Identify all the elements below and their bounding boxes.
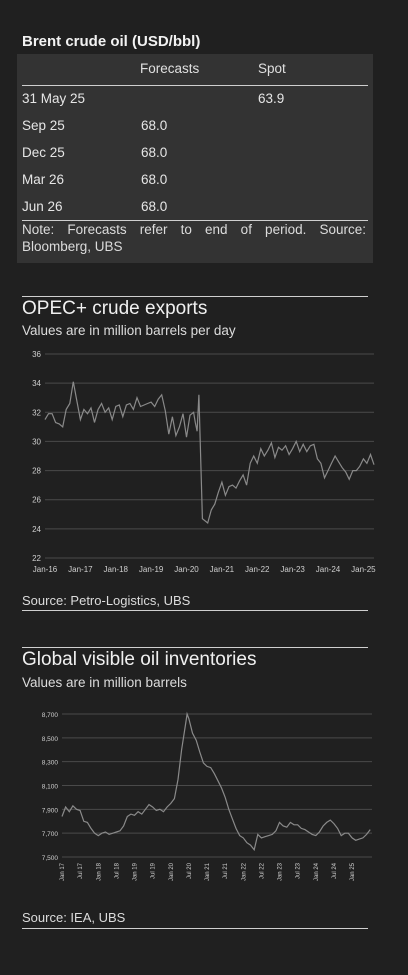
row-forecast: 68.0: [141, 145, 168, 160]
chart1-title: OPEC+ crude exports: [22, 298, 208, 319]
inventories-chart: 7,500 7,700 7,900 8,100 8,300 8,500 8,700 Jan 1…: [42, 711, 372, 881]
table-row: Mar 26 68.0: [17, 167, 373, 194]
header-spot: Spot: [258, 61, 286, 76]
row-forecast: 68.0: [141, 118, 168, 133]
series-line: [44, 381, 375, 525]
chart1-top-rule: [22, 296, 368, 297]
x-tick-label: Jul 23: [296, 862, 302, 879]
row-period: Sep 25: [22, 118, 65, 133]
y-tick-label: 32: [32, 408, 41, 417]
row-spot: 63.9: [258, 91, 285, 106]
table-divider: [22, 220, 368, 221]
chart1-source: Source: Petro-Logistics, UBS: [22, 593, 191, 608]
series-line: [61, 711, 371, 852]
x-tick-label: Jan 20: [169, 862, 175, 881]
row-period: Jun 26: [22, 199, 63, 214]
x-tick-label: Jan-19: [139, 565, 164, 574]
chart2-top-rule: [22, 647, 368, 648]
x-tick-label: Jan-24: [316, 565, 341, 574]
x-tick-label: Jul 21: [223, 862, 229, 879]
x-tick-label: Jan 23: [278, 862, 284, 881]
x-tick-label: Jan 21: [205, 862, 211, 881]
y-tick-label: 26: [32, 496, 41, 505]
y-tick-label: 7,900: [42, 807, 59, 814]
y-tick-label: 24: [32, 525, 41, 534]
row-period: Dec 25: [22, 145, 65, 160]
x-tick-label: Jul 24: [332, 862, 338, 879]
brent-table: Forecasts Spot 31 May 25 63.9 Sep 25 68.…: [17, 54, 373, 263]
row-period: Mar 26: [22, 172, 65, 187]
header-forecasts: Forecasts: [140, 61, 200, 76]
x-tick-label: Jul 19: [151, 862, 157, 879]
table-note: Note: Forecasts refer to end of period. …: [22, 222, 366, 254]
x-tick-label: Jan 25: [350, 862, 356, 881]
x-tick-label: Jan-25: [351, 565, 376, 574]
x-tick-label: Jul 17: [78, 862, 84, 879]
y-tick-label: 36: [32, 350, 41, 359]
x-tick-label: Jan 22: [241, 862, 247, 881]
x-tick-label: Jan-23: [280, 565, 305, 574]
chart2-source: Source: IEA, UBS: [22, 910, 126, 925]
chart2-subtitle: Values are in million barrels: [22, 675, 187, 690]
table-row: Jun 26 68.0: [17, 194, 373, 221]
row-period: 31 May 25: [22, 91, 86, 106]
y-tick-label: 30: [32, 437, 41, 446]
table-row: Sep 25 68.0: [17, 113, 373, 140]
y-tick-label: 22: [32, 554, 41, 563]
chart2-title: Global visible oil inventories: [22, 649, 257, 670]
x-tick-label: Jan-18: [104, 565, 129, 574]
x-tick-label: Jan-16: [33, 565, 58, 574]
row-forecast: 68.0: [141, 199, 168, 214]
x-tick-label: Jan 19: [133, 862, 139, 881]
x-tick-label: Jan 24: [314, 862, 320, 881]
y-tick-label: 34: [32, 379, 41, 388]
x-tick-label: Jan-21: [210, 565, 235, 574]
chart1-subtitle: Values are in million barrels per day: [22, 323, 236, 338]
y-tick-label: 7,500: [42, 855, 59, 862]
x-tick-label: Jan-22: [245, 565, 270, 574]
chart2-bottom-rule: [22, 928, 368, 929]
x-tick-label: Jul 22: [259, 862, 265, 879]
x-tick-label: Jan 17: [60, 862, 66, 881]
chart1-bottom-rule: [22, 610, 368, 611]
x-tick-label: Jan-17: [68, 565, 93, 574]
x-tick-label: Jul 20: [187, 862, 193, 879]
y-tick-label: 8,300: [42, 760, 59, 767]
x-tick-label: Jan-20: [174, 565, 199, 574]
y-tick-label: 28: [32, 467, 41, 476]
x-tick-label: Jan 18: [96, 862, 102, 881]
row-forecast: 68.0: [141, 172, 168, 187]
x-tick-label: Jul 18: [114, 862, 120, 879]
y-tick-label: 8,500: [42, 736, 59, 743]
table-row: 31 May 25 63.9: [17, 86, 373, 113]
opec-exports-chart: 22 24 26 28 30 32 34 36 Jan-16 Jan-17 Jan-18 Jan-19…: [32, 350, 376, 574]
y-tick-label: 7,700: [42, 831, 59, 838]
y-tick-label: 8,700: [42, 712, 59, 719]
brent-table-title: Brent crude oil (USD/bbl): [22, 33, 201, 50]
table-divider: [22, 85, 368, 86]
table-row: Dec 25 68.0: [17, 140, 373, 167]
y-tick-label: 8,100: [42, 784, 59, 791]
